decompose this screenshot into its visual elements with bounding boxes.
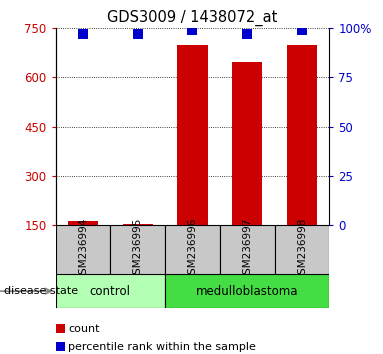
- Text: GSM236998: GSM236998: [297, 218, 307, 281]
- Text: GSM236997: GSM236997: [242, 218, 252, 281]
- Bar: [68, 221, 98, 225]
- Text: GSM236994: GSM236994: [78, 218, 88, 281]
- Bar: [275, 225, 329, 274]
- Point: [190, 28, 196, 33]
- Bar: [165, 274, 329, 308]
- Text: GSM236995: GSM236995: [133, 218, 143, 281]
- Bar: [177, 45, 208, 225]
- Bar: [232, 62, 262, 225]
- Text: control: control: [90, 285, 131, 298]
- Text: percentile rank within the sample: percentile rank within the sample: [68, 342, 256, 352]
- Bar: [110, 225, 165, 274]
- Text: count: count: [68, 324, 100, 333]
- Point: [299, 28, 305, 33]
- Bar: [220, 225, 275, 274]
- Bar: [56, 274, 165, 308]
- Text: medulloblastoma: medulloblastoma: [196, 285, 298, 298]
- Text: GSM236996: GSM236996: [187, 218, 198, 281]
- Title: GDS3009 / 1438072_at: GDS3009 / 1438072_at: [107, 9, 278, 25]
- Point: [135, 32, 141, 37]
- Bar: [123, 224, 153, 225]
- Point: [244, 32, 250, 37]
- Bar: [287, 45, 317, 225]
- Point: [80, 32, 86, 37]
- Bar: [56, 225, 110, 274]
- Bar: [165, 225, 220, 274]
- Text: disease state: disease state: [4, 286, 78, 296]
